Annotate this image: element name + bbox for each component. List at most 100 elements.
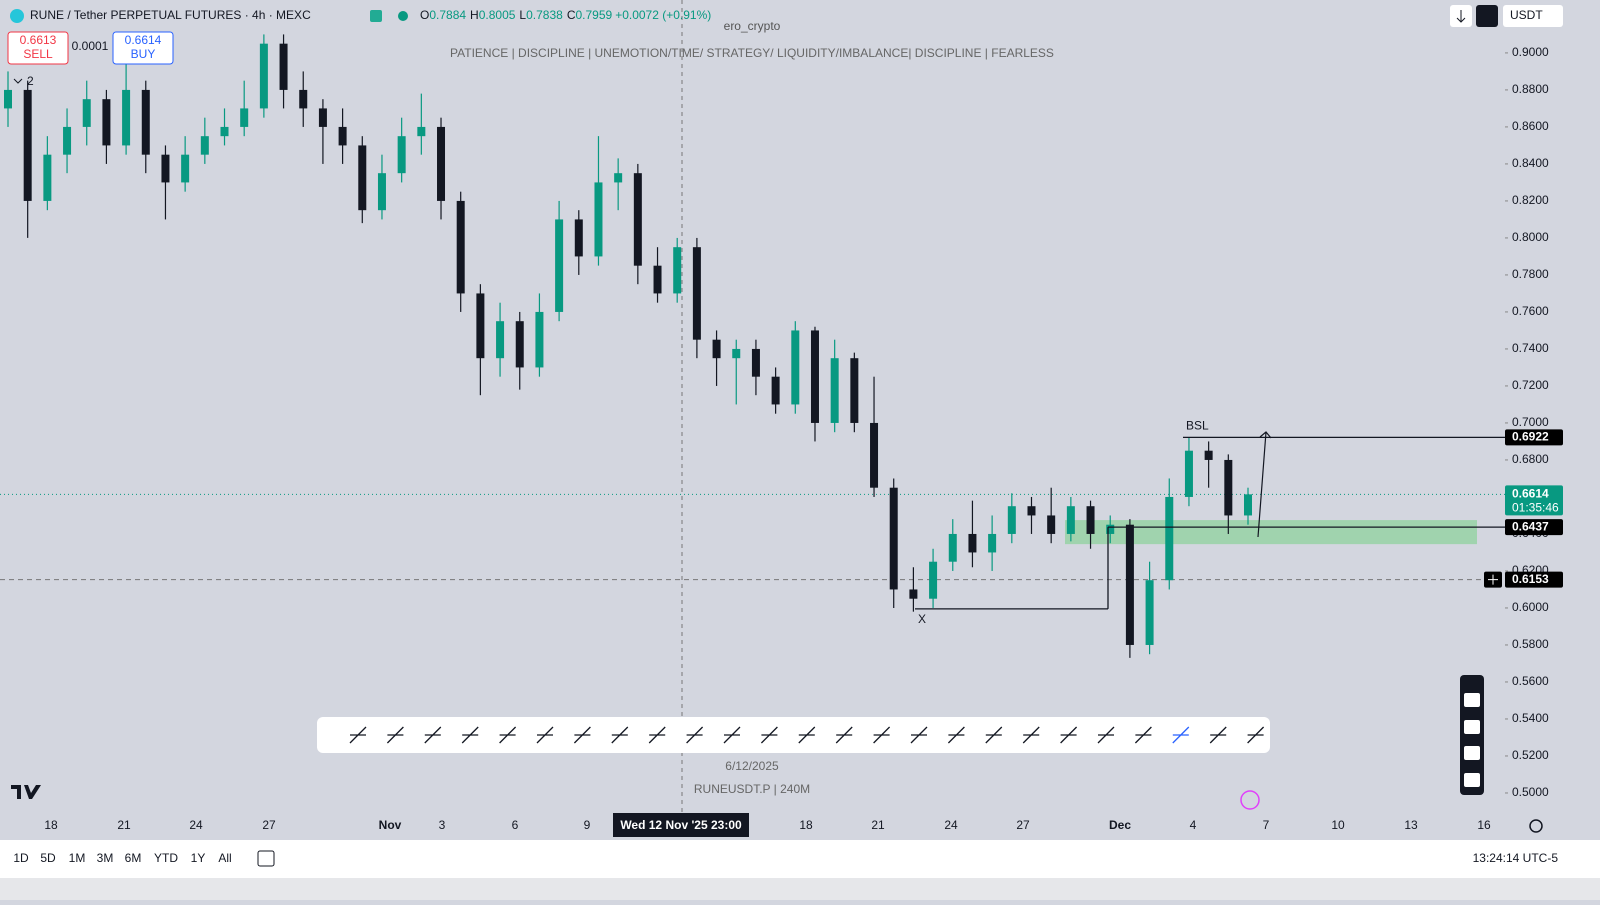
candle-body — [909, 589, 918, 599]
countdown: 01:35:46 — [1512, 501, 1559, 515]
candle-body — [338, 126, 347, 146]
tool-icon[interactable] — [985, 726, 1003, 744]
collapse-icon — [13, 78, 23, 84]
ohlc-key: C — [567, 8, 576, 22]
tool-icon[interactable] — [1172, 726, 1190, 744]
price-tag — [1505, 429, 1563, 446]
timeframe-button[interactable]: 1M — [69, 851, 86, 865]
candle-body — [732, 348, 741, 359]
timeframe-button[interactable]: 5D — [40, 851, 56, 865]
candle-body — [240, 108, 249, 127]
candle-body — [161, 154, 170, 183]
side-tool-icon[interactable] — [1464, 773, 1480, 787]
y-tick-label: 0.5600 — [1512, 674, 1549, 688]
tool-icon[interactable] — [611, 726, 629, 744]
buy-label: BUY — [131, 47, 156, 61]
price-tag-label: 0.6437 — [1512, 519, 1549, 533]
candle-body — [181, 154, 190, 183]
market-dot — [398, 11, 408, 21]
ohlc-value: 0.7959 — [575, 8, 612, 22]
tool-icon[interactable] — [1097, 726, 1115, 744]
sell-button[interactable] — [7, 31, 69, 65]
tool-icon[interactable] — [573, 726, 591, 744]
timeframe-button[interactable]: 6M — [125, 851, 142, 865]
chart-background — [0, 0, 1600, 840]
ohlc: O0.7884 H0.8005 L0.7838 C0.7959 +0.0072 (+0.… — [420, 8, 711, 22]
side-tool-icon[interactable] — [1464, 693, 1480, 707]
y-tick-label: 0.6000 — [1512, 600, 1549, 614]
tool-icon[interactable] — [1022, 726, 1040, 744]
tool-icon[interactable] — [648, 726, 666, 744]
tool-icon[interactable] — [723, 726, 741, 744]
tool-icon[interactable] — [1209, 726, 1227, 744]
candle-body — [377, 173, 386, 211]
candle-body — [318, 108, 327, 127]
tool-icon[interactable] — [349, 726, 367, 744]
tool-icon[interactable] — [499, 726, 517, 744]
ohlc-value: 0.7884 — [429, 8, 466, 22]
candle-body — [850, 358, 859, 423]
tool-icon[interactable] — [1060, 726, 1078, 744]
side-tool-icon[interactable] — [1464, 746, 1480, 760]
candle-body — [63, 126, 72, 155]
candle-body — [1086, 506, 1095, 534]
candle-body — [1106, 524, 1115, 534]
tool-icon[interactable] — [686, 726, 704, 744]
ohlc-value: 0.8005 — [479, 8, 516, 22]
candle-body — [574, 219, 583, 257]
candle-body — [1224, 459, 1233, 516]
tool-icon[interactable] — [1134, 726, 1152, 744]
candle-body — [417, 126, 426, 137]
timeframe-button[interactable]: 3M — [97, 851, 114, 865]
ohlc-key: O — [420, 8, 429, 22]
candle-body — [614, 173, 623, 183]
y-tick-label: 0.9000 — [1512, 45, 1549, 59]
tool-icon[interactable] — [386, 726, 404, 744]
tool-icon[interactable] — [835, 726, 853, 744]
y-tick-label: 0.8200 — [1512, 193, 1549, 207]
candle-body — [122, 89, 131, 146]
status-icon — [370, 10, 382, 22]
fullscreen-button[interactable] — [1476, 5, 1498, 27]
candle-body — [712, 339, 721, 359]
buy-button[interactable] — [112, 31, 174, 65]
candle-body — [102, 99, 111, 146]
timeframe-button[interactable]: 1D — [13, 851, 29, 865]
tool-icon[interactable] — [910, 726, 928, 744]
timeframe-button[interactable]: YTD — [154, 851, 178, 865]
tool-icon[interactable] — [798, 726, 816, 744]
candle-body — [220, 126, 229, 137]
candle-body — [1145, 580, 1154, 645]
x-tick-label: 18 — [799, 818, 813, 832]
plus-icon — [1488, 574, 1498, 585]
currency: USDT — [1510, 8, 1543, 22]
date-range-icon[interactable] — [257, 850, 275, 867]
x-label: X — [918, 612, 926, 626]
side-tool-icon[interactable] — [1464, 720, 1480, 734]
tool-icon[interactable] — [760, 726, 778, 744]
candle-body — [1204, 450, 1213, 460]
x-tick-label: 18 — [44, 818, 58, 832]
candle-body — [692, 247, 701, 340]
tool-icon[interactable] — [536, 726, 554, 744]
tool-icon[interactable] — [947, 726, 965, 744]
y-tick-label: 0.7600 — [1512, 304, 1549, 318]
tool-icon[interactable] — [1247, 726, 1265, 744]
y-tick-label: 0.5000 — [1512, 785, 1549, 799]
candle-body — [1184, 450, 1193, 497]
candle-body — [43, 154, 52, 201]
candle-body — [948, 533, 957, 562]
tool-icon[interactable] — [424, 726, 442, 744]
tool-icon[interactable] — [461, 726, 479, 744]
candle-body — [4, 89, 12, 109]
settings-icon[interactable] — [1529, 819, 1543, 833]
tool-icon[interactable] — [873, 726, 891, 744]
candle-body — [870, 422, 879, 488]
timeframe-button[interactable]: 1Y — [191, 851, 206, 865]
timeframe-button[interactable]: All — [218, 851, 231, 865]
spread: 0.0001 — [72, 39, 109, 53]
bottom-strip — [0, 878, 1600, 900]
currency-button[interactable] — [1503, 5, 1563, 27]
candle-body — [1244, 494, 1252, 516]
